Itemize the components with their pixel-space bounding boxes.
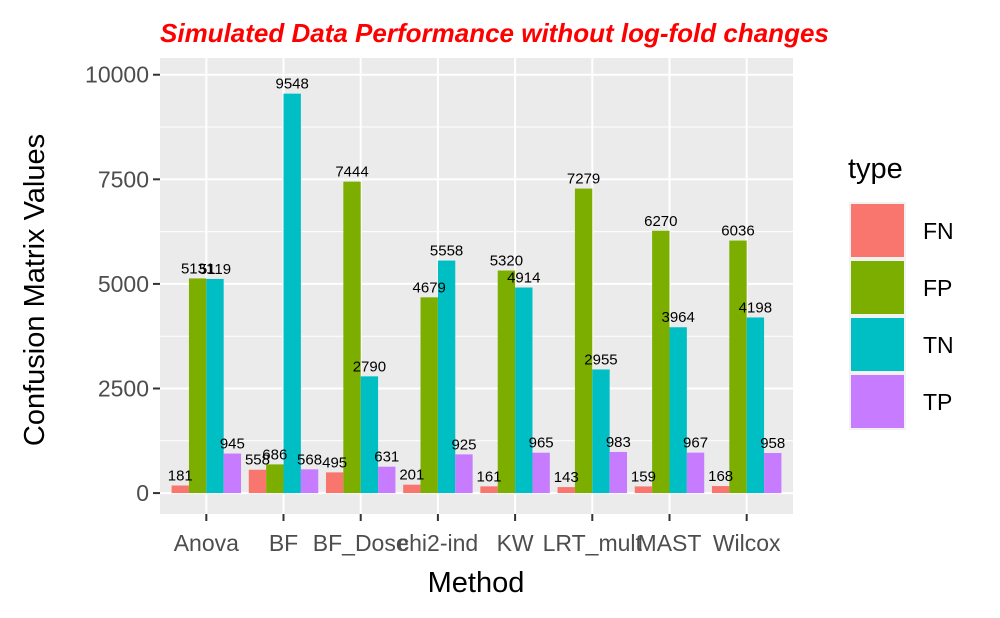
x-tick-label: KW <box>497 530 534 556</box>
y-tick-label: 0 <box>136 480 149 506</box>
data-label: 3964 <box>661 309 694 326</box>
bar-fn <box>711 486 730 494</box>
legend-items: FN FP TN TP <box>849 202 954 430</box>
bar-fp <box>574 188 593 494</box>
y-axis-title: Confusion Matrix Values <box>19 134 51 446</box>
bar-tp <box>378 466 396 494</box>
data-label: 495 <box>322 454 347 471</box>
bar-tp <box>532 452 550 494</box>
legend-swatch-tn <box>851 318 904 371</box>
y-tick-label: 10000 <box>85 62 149 88</box>
legend-label-fp: FP <box>923 275 952 301</box>
bar-fn <box>634 486 653 494</box>
legend-swatch-tp <box>851 375 904 428</box>
bar-fp <box>343 181 361 494</box>
data-label: 2955 <box>584 351 617 368</box>
bar-tn <box>515 287 533 494</box>
bar-fn <box>557 487 575 494</box>
bar-tp <box>686 452 705 494</box>
bar-tn <box>746 317 765 494</box>
data-label: 5320 <box>490 253 523 270</box>
legend-title: type <box>848 153 903 185</box>
bar-fn <box>171 485 189 494</box>
data-label: 143 <box>554 469 579 486</box>
bar-tn <box>206 278 224 494</box>
data-label: 631 <box>374 449 399 466</box>
y-tick-label: 5000 <box>98 271 149 297</box>
legend: type FN FP TN TP <box>848 153 954 430</box>
bar-tn <box>669 327 687 494</box>
data-label: 4679 <box>413 279 446 296</box>
data-label: 4198 <box>739 299 772 316</box>
bar-fn <box>480 486 498 494</box>
data-label: 5558 <box>430 243 463 260</box>
bar-fp <box>729 240 747 494</box>
bar-tn <box>360 376 379 494</box>
data-label: 9548 <box>276 76 309 93</box>
data-label: 201 <box>399 467 424 484</box>
bar-fp <box>420 297 438 494</box>
data-label: 983 <box>606 434 631 451</box>
x-tick-label: LRT_mult <box>543 530 643 556</box>
legend-label-fn: FN <box>923 218 954 244</box>
y-tick-label: 7500 <box>98 166 149 192</box>
x-tick-label: Anova <box>174 530 239 556</box>
bar-fn <box>325 472 344 494</box>
data-label: 2790 <box>353 358 386 375</box>
bar-tp <box>764 453 782 494</box>
bar-fn <box>248 469 267 494</box>
data-label: 568 <box>297 451 322 468</box>
data-label: 159 <box>631 468 656 485</box>
data-label: 6270 <box>644 213 677 230</box>
data-label: 945 <box>220 436 245 453</box>
legend-label-tn: TN <box>923 332 954 358</box>
bar-fp <box>266 464 284 494</box>
bar-tp <box>455 454 473 494</box>
data-label: 7279 <box>567 171 600 188</box>
data-label: 967 <box>683 435 708 452</box>
bar-tn <box>592 369 610 494</box>
x-tick-label: BF_Dose <box>313 530 409 556</box>
y-axis: 0 2500 5000 7500 10000 <box>85 62 160 506</box>
bar-tp <box>223 453 242 494</box>
data-label: 5119 <box>199 261 231 278</box>
x-tick-label: chi2-ind <box>398 530 479 556</box>
legend-swatch-fp <box>851 261 904 314</box>
legend-swatch-fn <box>851 204 904 257</box>
bar-tp <box>609 451 628 494</box>
x-axis-title: Method <box>428 567 525 599</box>
data-label: 4914 <box>507 270 540 287</box>
bar-tn <box>283 93 301 494</box>
data-label: 7444 <box>335 164 368 181</box>
data-label: 6036 <box>721 223 754 240</box>
x-tick-label: Wilcox <box>713 530 781 556</box>
x-tick-label: MAST <box>638 530 702 556</box>
data-label: 958 <box>760 435 785 452</box>
bar-fn <box>403 484 421 494</box>
bars <box>171 93 782 494</box>
bar-tn <box>437 260 456 494</box>
bar-fp <box>497 270 516 494</box>
grid-minor <box>160 126 793 442</box>
data-label: 925 <box>451 436 476 453</box>
data-label: 965 <box>529 435 554 452</box>
data-label: 686 <box>262 446 287 463</box>
data-label: 5131 <box>181 260 214 277</box>
y-tick-label: 2500 <box>98 375 149 401</box>
x-tick-label: BF <box>269 530 298 556</box>
plot-panel <box>160 58 793 514</box>
bar-fp <box>188 278 207 494</box>
data-label: 558 <box>245 452 270 469</box>
data-label: 161 <box>477 468 502 485</box>
bar-tp <box>300 469 319 494</box>
bar-fp <box>652 230 670 494</box>
data-label: 181 <box>168 468 193 485</box>
chart-title: Simulated Data Performance without log-f… <box>160 18 829 48</box>
data-label: 168 <box>708 468 733 485</box>
legend-label-tp: TP <box>923 389 952 415</box>
